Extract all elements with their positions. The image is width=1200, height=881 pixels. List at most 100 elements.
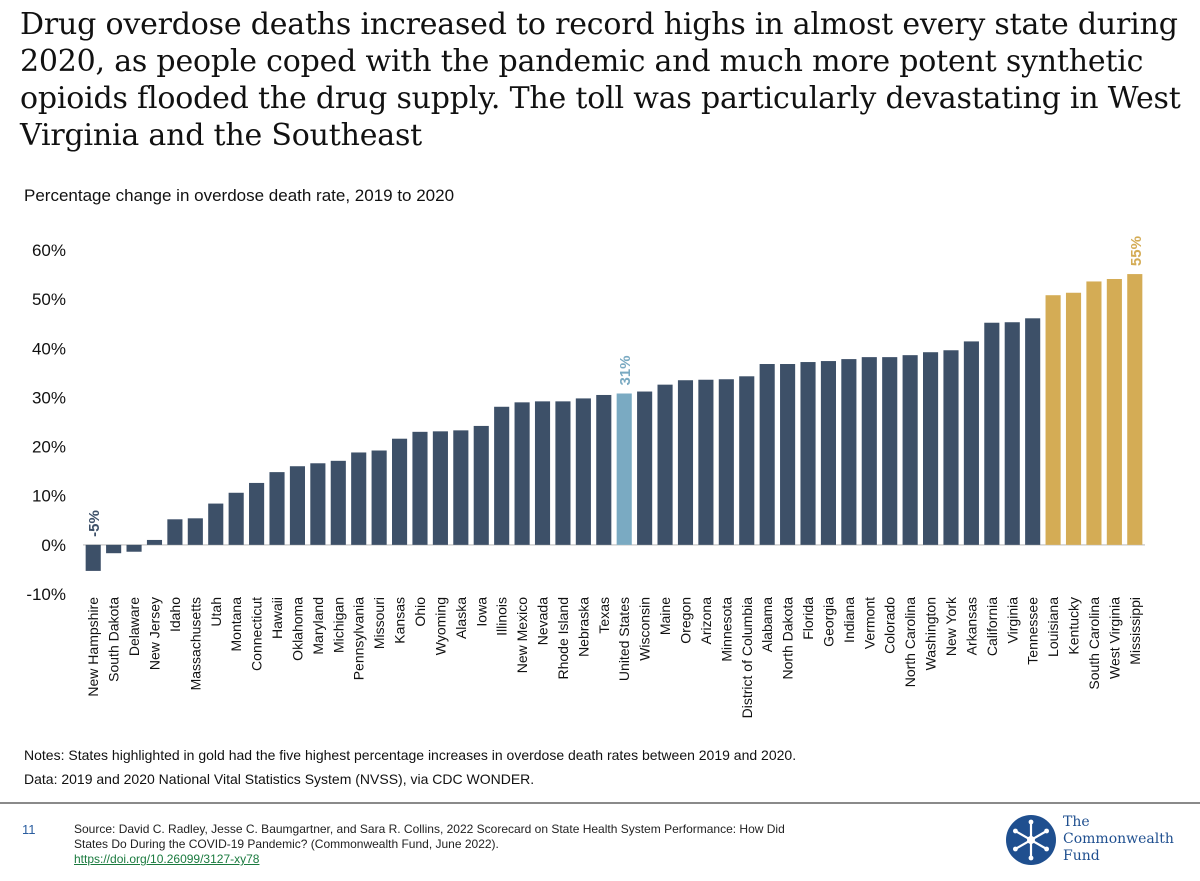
bar (596, 394, 612, 545)
x-category-label: Illinois (494, 597, 510, 636)
x-category-label: Montana (228, 597, 244, 652)
bar (943, 350, 959, 545)
bar (923, 352, 939, 545)
chart-title: Drug overdose deaths increased to record… (20, 7, 1181, 153)
x-category-label: Vermont (861, 597, 877, 649)
bar (718, 379, 734, 545)
x-category-label: Nevada (535, 597, 551, 645)
x-category-label: Nebraska (575, 597, 591, 657)
bar (841, 359, 857, 545)
bar (616, 393, 632, 545)
x-category-label: Missouri (371, 597, 387, 649)
bar (351, 452, 367, 545)
source-citation: Source: David C. Radley, Jesse C. Baumga… (74, 822, 794, 867)
x-category-label: Colorado (882, 597, 898, 654)
x-category-label: Wyoming (432, 597, 448, 655)
bar (555, 401, 571, 545)
y-tick-label: 40% (32, 339, 66, 358)
bar (392, 438, 408, 545)
x-category-label: Massachusetts (187, 597, 203, 690)
bar (1127, 274, 1143, 545)
y-tick-label: 60% (32, 241, 66, 260)
x-category-label: Delaware (126, 597, 142, 656)
bar (412, 431, 428, 545)
bar (902, 355, 918, 545)
bar (228, 492, 244, 545)
bar (534, 401, 551, 545)
bar (820, 361, 836, 545)
x-category-label: Arkansas (963, 597, 979, 655)
x-category-label: Rhode Island (555, 597, 571, 680)
logo-wordmark: The Commonwealth Fund (1063, 814, 1174, 865)
x-category-label: Texas (596, 597, 612, 634)
x-category-label: Florida (800, 597, 816, 640)
x-category-label: New York (943, 596, 959, 656)
bar (432, 431, 448, 545)
y-tick-label: 20% (32, 438, 66, 457)
x-category-label: Kentucky (1066, 597, 1082, 655)
bar (106, 544, 122, 554)
bar (146, 539, 163, 545)
x-category-label: Arizona (698, 597, 714, 645)
bar (657, 384, 673, 545)
x-category-label: North Carolina (902, 597, 918, 687)
x-category-label: Louisiana (1045, 597, 1061, 657)
bar (473, 425, 489, 545)
x-category-label: California (984, 597, 1000, 656)
bar (269, 472, 285, 545)
bar (739, 376, 755, 545)
snowflake-icon (1006, 815, 1056, 865)
bar (1086, 281, 1102, 545)
footer-divider (0, 802, 1200, 804)
bar (637, 391, 653, 545)
x-category-label: Georgia (820, 597, 836, 647)
x-category-label: South Dakota (106, 597, 122, 682)
bar (963, 341, 979, 545)
chart-notes: Notes: States highlighted in gold had th… (24, 743, 796, 791)
y-tick-label: 50% (32, 290, 66, 309)
x-category-label: Alabama (759, 597, 775, 652)
bar (85, 544, 101, 571)
doi-link[interactable]: https://doi.org/10.26099/3127-xy78 (74, 852, 260, 866)
y-tick-label: 10% (32, 487, 66, 506)
bar (1004, 322, 1020, 545)
x-category-label: Oregon (677, 597, 693, 644)
x-category-label: Utah (208, 597, 224, 627)
y-tick-label: 0% (41, 536, 66, 555)
x-category-label: Tennessee (1025, 597, 1041, 665)
x-category-label: Wisconsin (637, 597, 653, 661)
logo-line: The (1063, 814, 1090, 830)
chart-subtitle: Percentage change in overdose death rate… (24, 186, 455, 205)
x-category-label: Mississippi (1127, 597, 1143, 665)
x-category-label: Kansas (392, 597, 408, 644)
x-category-label: Connecticut (249, 597, 265, 671)
bar (187, 518, 203, 545)
bar (861, 357, 877, 545)
x-category-label: Maine (657, 597, 673, 635)
bar (800, 362, 816, 545)
y-tick-label: 30% (32, 388, 66, 407)
bar (984, 322, 1000, 545)
x-category-label: North Dakota (780, 597, 796, 680)
bar (1106, 278, 1122, 545)
x-category-label: Pennsylvania (351, 597, 367, 680)
bar (453, 430, 469, 545)
y-tick-label: -10% (26, 585, 66, 604)
x-category-label: Michigan (330, 597, 346, 653)
x-category-label: Ohio (412, 597, 428, 627)
data-label: -5% (86, 510, 103, 537)
x-category-label: Iowa (473, 597, 489, 627)
bar (371, 450, 387, 545)
bar (289, 466, 305, 545)
x-category-label: Oklahoma (289, 597, 305, 661)
page-number: 11 (22, 822, 36, 837)
x-category-label: Virginia (1004, 597, 1020, 644)
bar (249, 482, 265, 545)
bar (126, 544, 142, 552)
bar (677, 380, 694, 545)
data-source-line: Data: 2019 and 2020 National Vital Stati… (24, 771, 535, 787)
bar-chart: -10% 0% 10% 20% 30% 40% 50% 60% New Hampshire Sou… (26, 236, 1145, 718)
x-category-label: New Mexico (514, 597, 530, 673)
x-category-label: United States (616, 597, 632, 681)
bar (1065, 292, 1082, 545)
